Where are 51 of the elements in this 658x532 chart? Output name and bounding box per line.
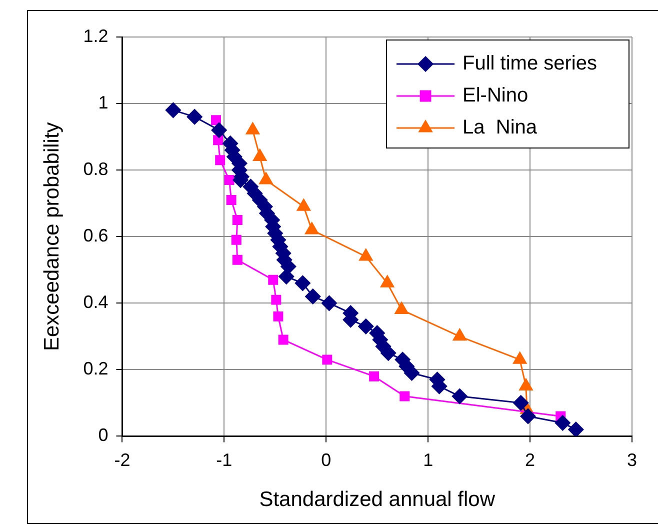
point <box>232 254 242 265</box>
point <box>271 294 282 305</box>
y-tick-label: 1.2 <box>83 26 108 46</box>
point <box>278 334 288 345</box>
y-tick-label: 0.2 <box>83 358 108 379</box>
point <box>226 195 236 205</box>
point <box>404 365 420 381</box>
point <box>165 102 181 118</box>
x-tick-label: -1 <box>216 450 232 470</box>
point <box>224 175 234 186</box>
y-tick-label: 0.4 <box>83 292 108 312</box>
legend-label: La Nina <box>462 116 538 139</box>
y-tick-label: 0.6 <box>83 226 108 246</box>
point <box>568 422 584 436</box>
point <box>294 275 310 291</box>
point <box>400 391 410 402</box>
point <box>394 302 408 314</box>
point <box>211 122 227 138</box>
point <box>452 388 468 404</box>
point <box>322 354 332 365</box>
point <box>211 115 222 126</box>
y-axis-title: Eexceedance probability <box>40 122 64 352</box>
y-tick-label: 0.8 <box>83 159 108 180</box>
y-tick-label: 1 <box>98 92 108 112</box>
point <box>268 274 278 285</box>
point <box>369 371 380 382</box>
point <box>232 214 242 225</box>
point <box>321 295 337 311</box>
x-tick-label: -2 <box>114 450 130 470</box>
point <box>186 109 202 125</box>
point <box>513 395 529 411</box>
point <box>213 135 224 146</box>
point <box>380 345 396 361</box>
legend-label: El-Nino <box>462 84 528 107</box>
point <box>520 408 536 424</box>
point <box>554 415 570 431</box>
point <box>358 318 374 334</box>
point <box>305 288 321 304</box>
point <box>273 311 284 322</box>
x-tick-label: 3 <box>626 450 638 470</box>
x-tick-label: 2 <box>525 450 536 470</box>
legend-label: Full time series <box>462 52 598 75</box>
point <box>519 378 533 391</box>
x-tick-label: 1 <box>423 450 434 470</box>
x-tick-label: 0 <box>321 450 332 470</box>
point <box>278 268 294 284</box>
x-axis-title: Standardized annual flow <box>259 488 496 512</box>
point <box>231 234 242 245</box>
y-tick-label: 0 <box>98 425 108 446</box>
point <box>215 155 226 166</box>
point <box>253 149 267 162</box>
